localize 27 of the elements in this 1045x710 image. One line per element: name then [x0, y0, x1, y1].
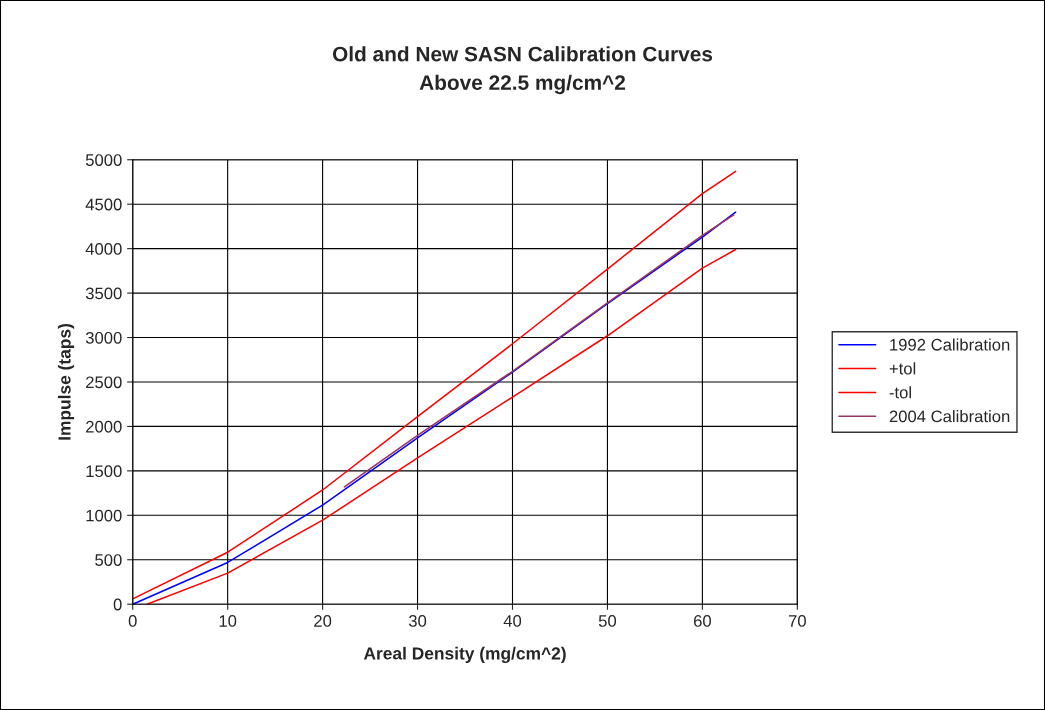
y-tick-label: 0 [113, 598, 122, 611]
x-tick-label: 10 [219, 615, 237, 627]
x-tick-label: 70 [788, 615, 806, 627]
legend-label: +tol [889, 362, 916, 375]
chart-title: Old and New SASN Calibration Curves Above 22.5 mg/cm^2 [332, 46, 713, 95]
y-tick-label: 3500 [85, 287, 122, 300]
x-tick-label: 50 [598, 615, 617, 627]
x-tick-label: 40 [503, 615, 522, 627]
legend-label: 2004 Calibration [889, 410, 1010, 423]
y-tick-label: 4000 [85, 243, 122, 255]
y-tick-label: 2000 [86, 420, 122, 433]
x-tick-label: 30 [408, 615, 427, 627]
y-tick-label: 500 [95, 554, 122, 566]
y-tick-label: 1500 [86, 465, 122, 478]
y-tick-label: 2500 [86, 376, 122, 389]
y-tick-label: 3000 [85, 331, 122, 344]
x-tick-label: 60 [693, 615, 712, 627]
y-tick-label: 1000 [86, 509, 122, 522]
line-series [343, 214, 735, 488]
x-axis-title: Areal Density (mg/cm^2) [363, 646, 566, 664]
legend-label: -tol [889, 386, 911, 399]
x-tick-label: 0 [128, 615, 137, 627]
y-axis-title: Impulse (taps) [57, 323, 75, 440]
x-tick-label: 20 [314, 615, 332, 627]
y-tick-label: 4500 [85, 198, 122, 211]
y-tick-label: 5000 [85, 154, 122, 166]
legend-label: 1992 Calibration [890, 338, 1010, 351]
